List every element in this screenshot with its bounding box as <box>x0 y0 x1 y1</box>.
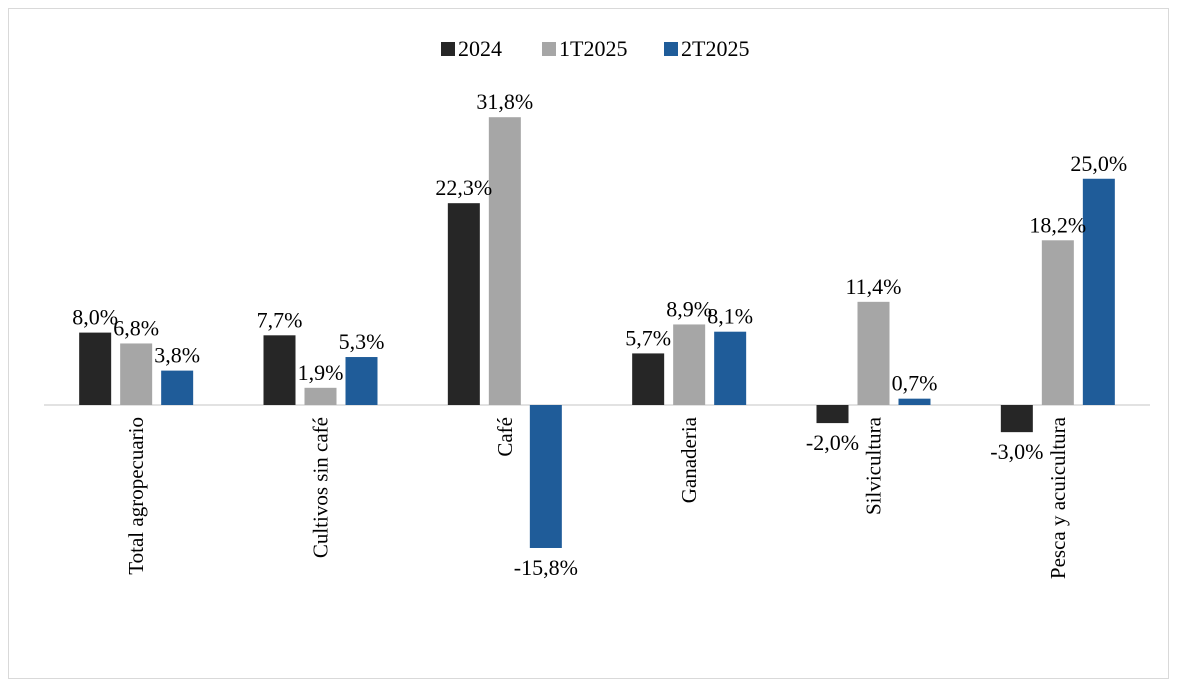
data-label-2024-0: 8,0% <box>72 305 118 330</box>
bars <box>79 117 1115 548</box>
legend-label-1T2025: 1T2025 <box>559 36 627 61</box>
category-label-4: Silvicultura <box>862 416 886 515</box>
bar-2024-0 <box>79 332 112 405</box>
data-label-2024-2: 22,3% <box>435 175 492 200</box>
legend-label-2024: 2024 <box>458 36 502 61</box>
data-label-2024-4: -2,0% <box>806 430 859 455</box>
chart-frame <box>8 8 1169 679</box>
data-label-2024-3: 5,7% <box>625 325 671 350</box>
category-label-5: Pesca y acuicultura <box>1046 416 1070 579</box>
bar-1T2025-1 <box>304 387 337 405</box>
data-label-1T2025-3: 8,9% <box>666 296 712 321</box>
data-label-1T2025-4: 11,4% <box>845 274 901 299</box>
bar-2024-2 <box>447 203 480 405</box>
data-label-2T2025-2: -15,8% <box>514 555 578 580</box>
data-label-1T2025-5: 18,2% <box>1029 212 1086 237</box>
bar-2024-4 <box>816 405 849 424</box>
bar-2T2025-5 <box>1082 178 1115 405</box>
bar-2T2025-2 <box>529 405 562 548</box>
data-label-2T2025-1: 5,3% <box>339 329 385 354</box>
legend-swatch-1T2025 <box>542 42 556 56</box>
bar-2T2025-0 <box>161 370 194 405</box>
bar-2T2025-3 <box>714 331 747 405</box>
legend-swatch-2024 <box>441 42 455 56</box>
data-label-1T2025-1: 1,9% <box>298 360 344 385</box>
data-label-2024-1: 7,7% <box>257 307 303 332</box>
bar-1T2025-0 <box>120 343 153 405</box>
bar-2024-1 <box>263 335 296 405</box>
bar-1T2025-2 <box>488 117 521 406</box>
category-tick-labels: Total agropecuario Cultivos sin café Café G… <box>124 416 1070 579</box>
data-label-2T2025-5: 25,0% <box>1070 151 1127 176</box>
data-label-1T2025-0: 6,8% <box>113 315 159 340</box>
bar-1T2025-5 <box>1041 240 1074 405</box>
data-label-2T2025-3: 8,1% <box>707 304 753 329</box>
bar-1T2025-4 <box>857 301 890 405</box>
category-label-1: Cultivos sin café <box>309 417 333 558</box>
data-labels: 8,0%6,8% 3,8% 7,7% 1,9% 5,3% 22,3% 31,8% -15,8%… <box>72 89 1127 580</box>
legend-swatch-2T2025 <box>664 42 678 56</box>
bar-1T2025-3 <box>673 324 706 405</box>
category-label-0: Total agropecuario <box>124 417 148 575</box>
bar-2T2025-1 <box>345 357 378 405</box>
legend: 2024 1T2025 2T2025 <box>441 36 749 61</box>
category-label-3: Ganaderia <box>677 416 701 503</box>
data-label-1T2025-2: 31,8% <box>476 89 533 114</box>
data-label-2T2025-0: 3,8% <box>154 343 200 368</box>
bar-2024-5 <box>1000 405 1033 433</box>
bar-2T2025-4 <box>898 398 931 405</box>
data-label-2024-5: -3,0% <box>990 439 1043 464</box>
data-label-2T2025-4: 0,7% <box>892 371 938 396</box>
bar-2024-3 <box>632 353 665 405</box>
legend-label-2T2025: 2T2025 <box>681 36 749 61</box>
category-label-2: Café <box>493 417 517 457</box>
